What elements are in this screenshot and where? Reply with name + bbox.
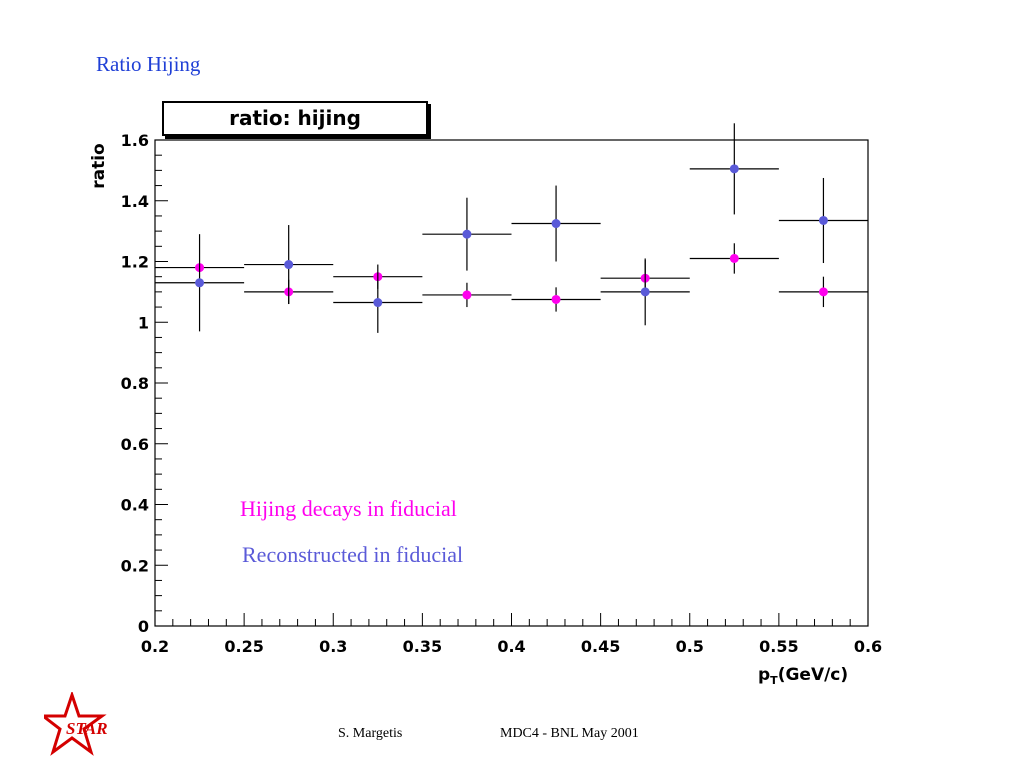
y-tick-label: 0.8 bbox=[121, 374, 149, 393]
x-tick-label: 0.5 bbox=[676, 637, 704, 656]
data-point bbox=[729, 253, 739, 263]
data-point bbox=[818, 287, 828, 297]
footer-event: MDC4 - BNL May 2001 bbox=[500, 726, 639, 741]
histogram-title: ratio: hijing bbox=[162, 101, 428, 136]
series-reconstructed bbox=[155, 123, 868, 333]
x-axis-label-main: p bbox=[758, 665, 770, 685]
y-tick-label: 0.6 bbox=[121, 435, 149, 454]
x-axis-label-subscript: T bbox=[770, 674, 778, 687]
y-tick-label: 1.4 bbox=[121, 192, 149, 211]
data-point bbox=[818, 215, 828, 225]
x-tick-label: 0.6 bbox=[854, 637, 882, 656]
y-tick-label: 0 bbox=[138, 617, 149, 636]
x-axis: 0.2 0.25 0.3 0.35 0.4 0.45 0.5 0.55 0.6 bbox=[141, 613, 882, 656]
series-hijing bbox=[155, 243, 868, 312]
data-point bbox=[551, 219, 561, 229]
y-tick-label: 1 bbox=[138, 313, 149, 332]
data-point bbox=[551, 294, 561, 304]
x-axis-label-unit: (GeV/c) bbox=[778, 665, 848, 685]
data-point bbox=[373, 298, 383, 308]
x-tick-label: 0.2 bbox=[141, 637, 169, 656]
star-logo: STAR bbox=[44, 692, 108, 756]
data-point bbox=[462, 290, 472, 300]
y-tick-label: 0.4 bbox=[121, 496, 149, 515]
x-tick-label: 0.4 bbox=[497, 637, 525, 656]
star-logo-icon bbox=[44, 692, 107, 756]
x-tick-label: 0.3 bbox=[319, 637, 347, 656]
star-logo-text: STAR bbox=[66, 719, 108, 738]
data-point bbox=[195, 278, 205, 288]
y-axis: 0 0.2 0.4 0.6 0.8 1 1.2 1.4 1.6 bbox=[121, 131, 168, 636]
x-tick-label: 0.35 bbox=[403, 637, 442, 656]
data-point bbox=[729, 164, 739, 174]
data-point bbox=[640, 287, 650, 297]
y-tick-label: 0.2 bbox=[121, 556, 149, 575]
footer-author: S. Margetis bbox=[338, 726, 403, 741]
x-tick-label: 0.55 bbox=[759, 637, 798, 656]
data-point bbox=[284, 260, 294, 270]
x-tick-label: 0.45 bbox=[581, 637, 620, 656]
data-point bbox=[462, 229, 472, 239]
y-axis-label: ratio bbox=[89, 143, 109, 189]
data-series bbox=[155, 123, 868, 333]
legend-reconstructed: Reconstructed in fiducial bbox=[242, 542, 463, 567]
legend-hijing: Hijing decays in fiducial bbox=[240, 496, 457, 521]
x-tick-label: 0.25 bbox=[224, 637, 263, 656]
slide-title: Ratio Hijing bbox=[96, 52, 201, 76]
y-tick-label: 1.2 bbox=[121, 253, 149, 272]
y-tick-label: 1.6 bbox=[121, 131, 149, 150]
x-axis-label: pT(GeV/c) bbox=[758, 665, 848, 687]
